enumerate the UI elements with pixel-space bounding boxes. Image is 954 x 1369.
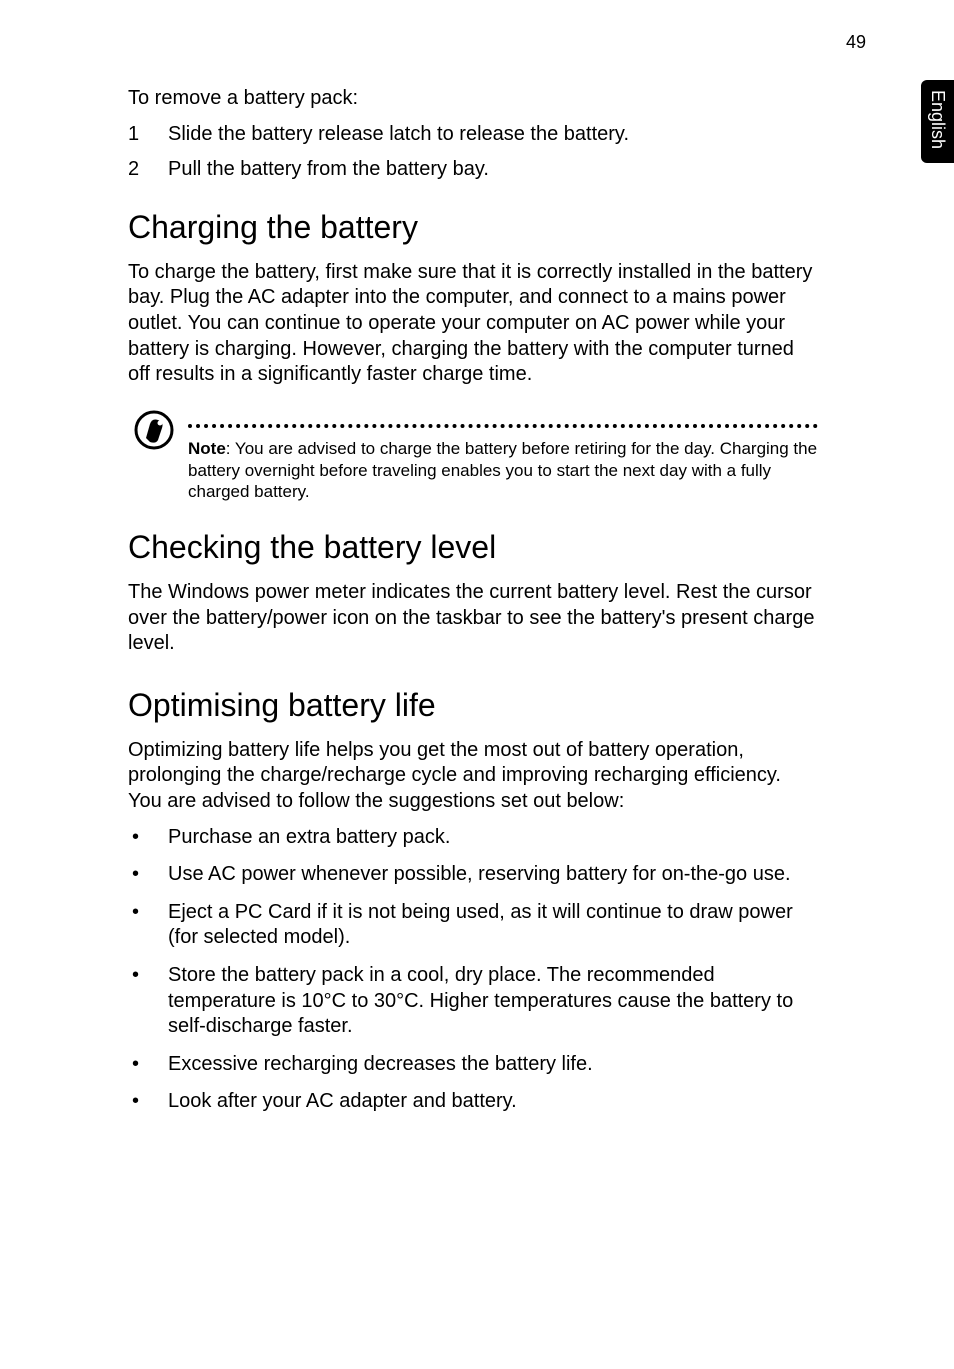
optimising-body: Optimizing battery life helps you get th…: [128, 738, 818, 815]
bullet-marker: •: [128, 862, 168, 888]
note-text: Note: You are advised to charge the batt…: [188, 438, 818, 503]
list-item: • Purchase an extra battery pack.: [128, 825, 818, 851]
bullet-marker: •: [128, 1052, 168, 1078]
bullet-text: Excessive recharging decreases the batte…: [168, 1052, 593, 1078]
bullet-marker: •: [128, 825, 168, 851]
note-body: : You are advised to charge the battery …: [188, 439, 817, 502]
step-number: 2: [128, 157, 168, 183]
list-item: 2 Pull the battery from the battery bay.: [128, 157, 818, 183]
step-text: Slide the battery release latch to relea…: [168, 122, 629, 148]
note-label: Note: [188, 439, 226, 458]
page-content: To remove a battery pack: 1 Slide the ba…: [128, 86, 818, 1127]
optimising-bullets: • Purchase an extra battery pack. • Use …: [128, 825, 818, 1115]
list-item: • Excessive recharging decreases the bat…: [128, 1052, 818, 1078]
bullet-text: Eject a PC Card if it is not being used,…: [168, 900, 818, 951]
bullet-text: Use AC power whenever possible, reservin…: [168, 862, 791, 888]
bullet-text: Purchase an extra battery pack.: [168, 825, 450, 851]
list-item: • Use AC power whenever possible, reserv…: [128, 862, 818, 888]
intro-text: To remove a battery pack:: [128, 86, 818, 112]
checking-body: The Windows power meter indicates the cu…: [128, 580, 818, 657]
remove-steps-list: 1 Slide the battery release latch to rel…: [128, 122, 818, 183]
page-number: 49: [846, 32, 866, 53]
list-item: • Look after your AC adapter and battery…: [128, 1089, 818, 1115]
heading-optimising: Optimising battery life: [128, 687, 818, 724]
list-item: • Store the battery pack in a cool, dry …: [128, 963, 818, 1040]
dotted-divider: [188, 424, 818, 428]
bullet-text: Store the battery pack in a cool, dry pl…: [168, 963, 818, 1040]
step-text: Pull the battery from the battery bay.: [168, 157, 489, 183]
bullet-marker: •: [128, 1089, 168, 1115]
language-tab: English: [921, 80, 954, 163]
note-block: Note: You are advised to charge the batt…: [128, 410, 818, 503]
list-item: 1 Slide the battery release latch to rel…: [128, 122, 818, 148]
charging-body: To charge the battery, first make sure t…: [128, 260, 818, 388]
heading-checking: Checking the battery level: [128, 529, 818, 566]
list-item: • Eject a PC Card if it is not being use…: [128, 900, 818, 951]
step-number: 1: [128, 122, 168, 148]
bullet-marker: •: [128, 963, 168, 1040]
heading-charging: Charging the battery: [128, 209, 818, 246]
bullet-text: Look after your AC adapter and battery.: [168, 1089, 517, 1115]
bullet-marker: •: [128, 900, 168, 951]
note-icon: [128, 410, 188, 503]
note-content: Note: You are advised to charge the batt…: [188, 410, 818, 503]
